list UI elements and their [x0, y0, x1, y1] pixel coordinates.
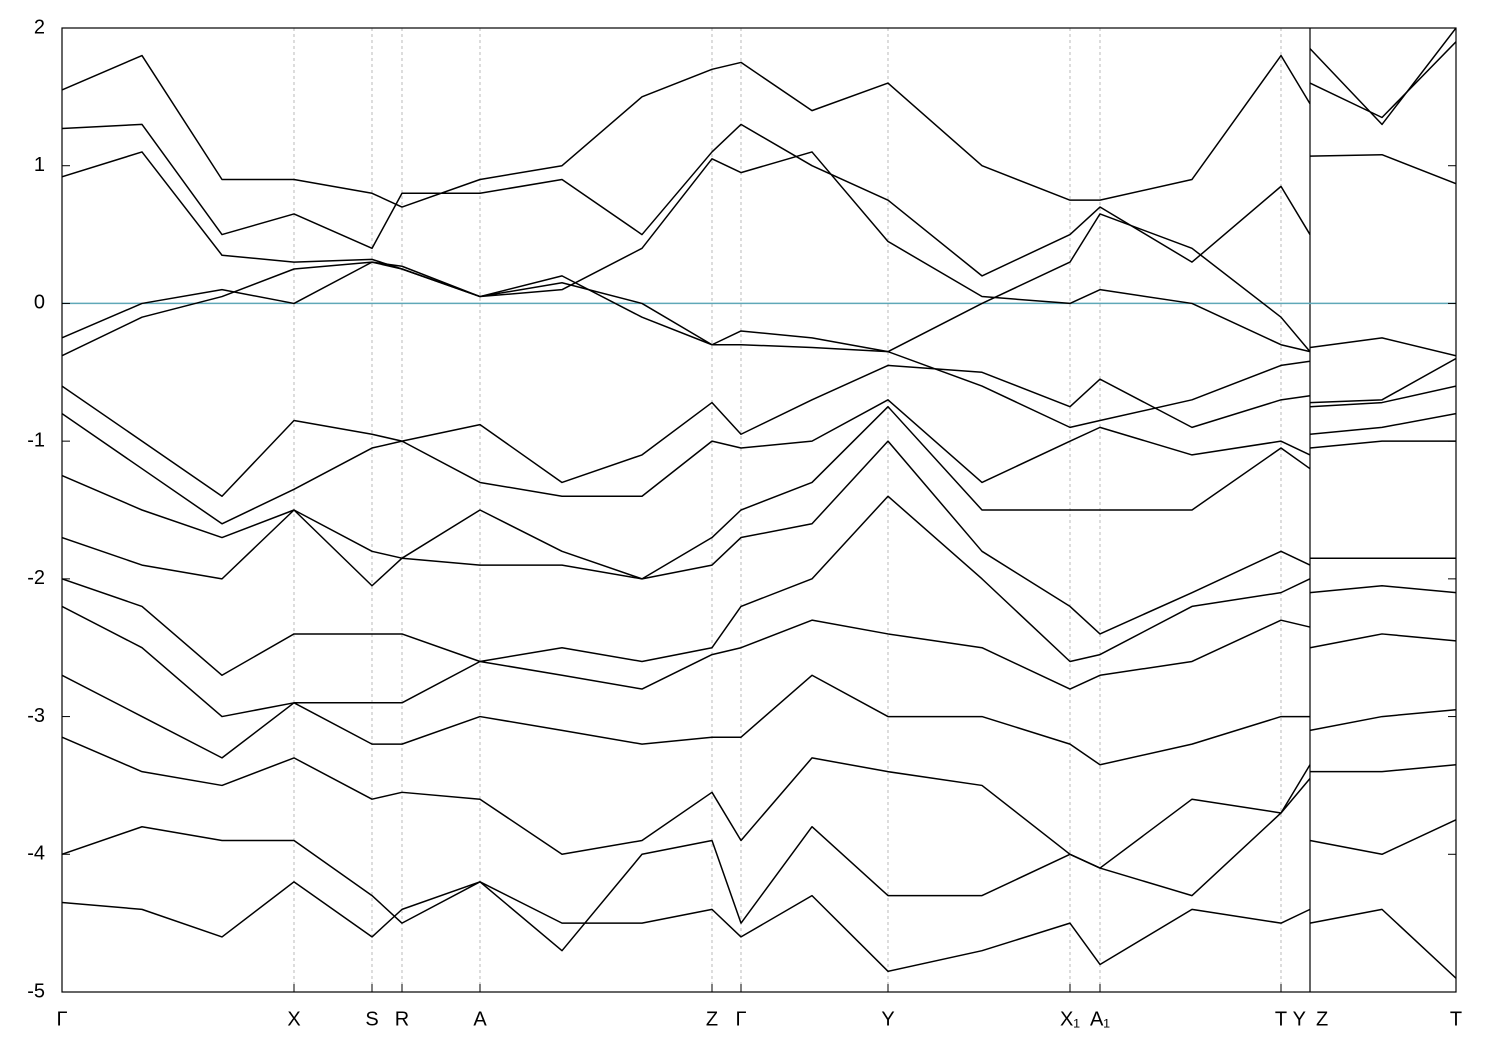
y-tick-label: -2 [27, 567, 45, 589]
x-tick-label: R [395, 1008, 409, 1030]
band [62, 151, 1456, 353]
band [62, 261, 1456, 429]
axes: 210-1-2-3-4-5Γ X S R A Z Γ Y X₁ A₁ T Y Z T [27, 16, 1462, 1030]
x-tick-label: T [1275, 1008, 1287, 1030]
band [62, 881, 1456, 979]
band [62, 495, 1456, 677]
guides [62, 28, 1456, 992]
band [62, 605, 1456, 718]
band [62, 674, 1456, 766]
x-tick-label: Y [881, 1008, 894, 1030]
band [62, 405, 1456, 580]
band [62, 399, 1456, 525]
bands [62, 28, 1456, 979]
x-tick-label: Y [1293, 1008, 1306, 1030]
y-tick-label: -3 [27, 705, 45, 727]
x-tick-label: A [473, 1008, 487, 1030]
x-tick-label: X₁ [1060, 1008, 1080, 1030]
y-tick-label: -1 [27, 429, 45, 451]
y-tick-label: -5 [27, 980, 45, 1002]
x-tick-label: A₁ [1090, 1008, 1110, 1030]
x-tick-label: Z [706, 1008, 718, 1030]
y-tick-label: 1 [34, 154, 45, 176]
band [62, 778, 1456, 952]
band [62, 28, 1456, 208]
band [62, 440, 1456, 635]
band [62, 364, 1456, 497]
x-tick-label: Z [1316, 1008, 1328, 1030]
x-tick-label: X [287, 1008, 300, 1030]
band [62, 41, 1456, 277]
y-tick-label: 2 [34, 16, 45, 38]
x-tick-label: Γ [735, 1008, 746, 1030]
y-tick-label: -4 [27, 843, 45, 865]
y-tick-label: 0 [34, 292, 45, 314]
x-tick-label: S [365, 1008, 378, 1030]
band [62, 736, 1456, 869]
band [62, 213, 1456, 357]
x-tick-label: Γ [56, 1008, 67, 1030]
plot-frame [61, 27, 1457, 993]
x-tick-label: T [1450, 1008, 1462, 1030]
